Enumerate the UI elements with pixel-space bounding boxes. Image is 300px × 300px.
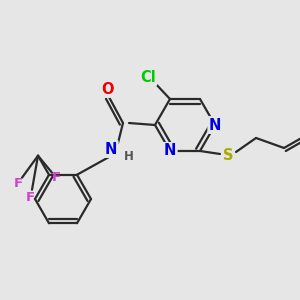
Text: N: N bbox=[105, 142, 117, 157]
Text: N: N bbox=[164, 143, 176, 158]
Text: S: S bbox=[223, 148, 233, 164]
Text: Cl: Cl bbox=[140, 70, 156, 85]
Text: O: O bbox=[101, 82, 113, 97]
Text: F: F bbox=[26, 191, 34, 204]
Text: N: N bbox=[209, 118, 221, 133]
Text: F: F bbox=[14, 177, 22, 190]
Text: F: F bbox=[51, 171, 61, 184]
Text: H: H bbox=[124, 149, 134, 163]
